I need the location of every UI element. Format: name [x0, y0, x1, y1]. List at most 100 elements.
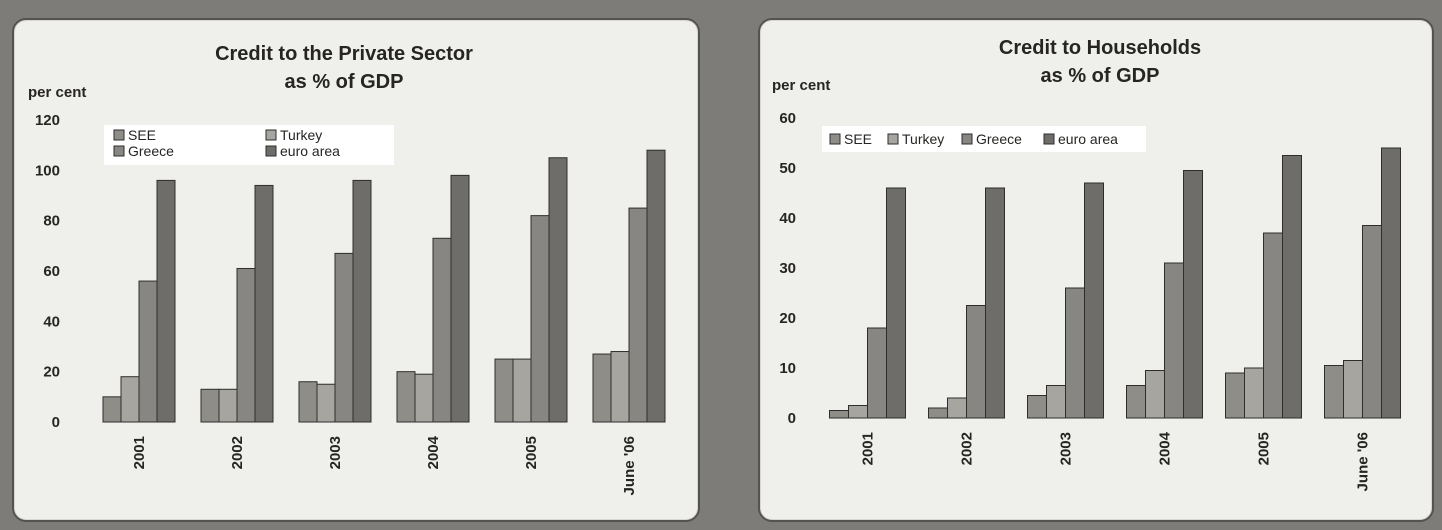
chart-title: Credit to Households — [999, 37, 1201, 59]
bar-greece — [1263, 232, 1283, 419]
legend-label: euro area — [1058, 131, 1118, 147]
legend-label: Greece — [976, 131, 1022, 147]
legend-label: euro area — [280, 143, 340, 159]
chart-panel-households: Credit to Households as % of GDP per cen… — [758, 18, 1434, 522]
x-tick-label: 2001 — [131, 436, 148, 469]
bar-greece — [138, 280, 158, 423]
bar-greece — [530, 215, 550, 423]
bar-see — [928, 407, 948, 419]
bar-see — [1126, 385, 1146, 419]
bar-greece — [432, 237, 452, 423]
bar-see — [592, 353, 612, 423]
bar-turkey — [316, 383, 336, 423]
legend-swatch — [1043, 133, 1055, 145]
legend-label: SEE — [128, 127, 156, 143]
bar-euro-area — [156, 179, 176, 423]
x-tick-label: 2003 — [327, 436, 344, 469]
bar-turkey — [848, 405, 868, 419]
legend-background — [104, 125, 394, 165]
bar-greece — [867, 327, 887, 419]
y-tick-label: 40 — [43, 313, 60, 330]
bar-euro-area — [1084, 182, 1104, 419]
bar-euro-area — [548, 157, 568, 423]
chart-subtitle: as % of GDP — [285, 71, 404, 93]
legend — [104, 125, 394, 165]
legend-label: Turkey — [902, 131, 944, 147]
y-tick-label: 20 — [43, 364, 60, 381]
bar-turkey — [947, 397, 967, 419]
bar-see — [829, 410, 849, 419]
y-tick-label: 10 — [779, 360, 796, 377]
x-tick-label: June '06 — [1355, 432, 1372, 491]
legend-label: Greece — [128, 143, 174, 159]
legend-label: Turkey — [280, 127, 322, 143]
y-tick-label: 20 — [779, 310, 796, 327]
bar-greece — [1164, 262, 1184, 419]
bar-greece — [1065, 287, 1085, 419]
x-tick-label: 2004 — [1157, 431, 1174, 465]
legend-background — [822, 126, 1146, 152]
bar-turkey — [512, 358, 532, 423]
bar-euro-area — [450, 174, 470, 423]
bar-greece — [334, 252, 354, 423]
x-tick-label: 2002 — [229, 436, 246, 469]
bar-see — [102, 396, 122, 423]
bar-greece — [966, 305, 986, 419]
bar-euro-area — [646, 149, 666, 423]
bar-greece — [628, 207, 648, 423]
chart-households: Credit to Households as % of GDP per cen… — [772, 37, 1401, 491]
y-tick-label: 30 — [779, 260, 796, 277]
bar-turkey — [1145, 370, 1165, 419]
bar-see — [1027, 395, 1047, 419]
y-tick-label: 0 — [788, 410, 796, 427]
legend — [822, 126, 1146, 152]
legend-swatch — [265, 129, 277, 141]
y-tick-label: 120 — [35, 112, 60, 129]
chart-private-sector: Credit to the Private Sector as % of GDP… — [28, 43, 666, 495]
legend-swatch — [961, 133, 973, 145]
y-tick-label: 100 — [35, 162, 60, 179]
bar-turkey — [1046, 385, 1066, 419]
legend-label: SEE — [844, 131, 872, 147]
bar-see — [396, 371, 416, 423]
bar-greece — [1362, 225, 1382, 419]
bar-see — [200, 388, 220, 423]
bar-euro-area — [1183, 170, 1203, 419]
bar-euro-area — [254, 184, 274, 423]
chart-panel-private-sector: Credit to the Private Sector as % of GDP… — [12, 18, 700, 522]
y-tick-label: 50 — [779, 160, 796, 177]
x-tick-label: June '06 — [621, 436, 638, 495]
chart-title: Credit to the Private Sector — [215, 43, 473, 65]
y-tick-label: 80 — [43, 213, 60, 230]
bar-euro-area — [1381, 147, 1401, 419]
legend-swatch — [113, 145, 125, 157]
chart-subtitle: as % of GDP — [1041, 65, 1160, 87]
y-tick-label: 60 — [43, 263, 60, 280]
y-axis-unit-label: per cent — [772, 77, 830, 94]
bar-greece — [236, 267, 256, 423]
bar-see — [1225, 372, 1245, 419]
bar-see — [494, 358, 514, 423]
y-tick-label: 0 — [52, 414, 60, 431]
bar-turkey — [414, 373, 434, 423]
x-tick-label: 2001 — [860, 432, 877, 465]
y-tick-label: 60 — [779, 110, 796, 127]
x-tick-label: 2002 — [959, 432, 976, 465]
bar-euro-area — [886, 187, 906, 419]
legend-swatch — [887, 133, 899, 145]
bar-see — [1324, 365, 1344, 419]
bar-turkey — [120, 376, 140, 423]
bar-euro-area — [352, 179, 372, 423]
bar-turkey — [1244, 367, 1264, 419]
y-tick-label: 40 — [779, 210, 796, 227]
bar-turkey — [218, 388, 238, 423]
bar-see — [298, 381, 318, 423]
x-tick-label: 2003 — [1058, 432, 1075, 465]
bar-euro-area — [1282, 155, 1302, 419]
y-axis-unit-label: per cent — [28, 84, 86, 101]
x-tick-label: 2005 — [523, 436, 540, 469]
bar-turkey — [610, 351, 630, 423]
x-tick-label: 2005 — [1256, 432, 1273, 465]
legend-swatch — [829, 133, 841, 145]
